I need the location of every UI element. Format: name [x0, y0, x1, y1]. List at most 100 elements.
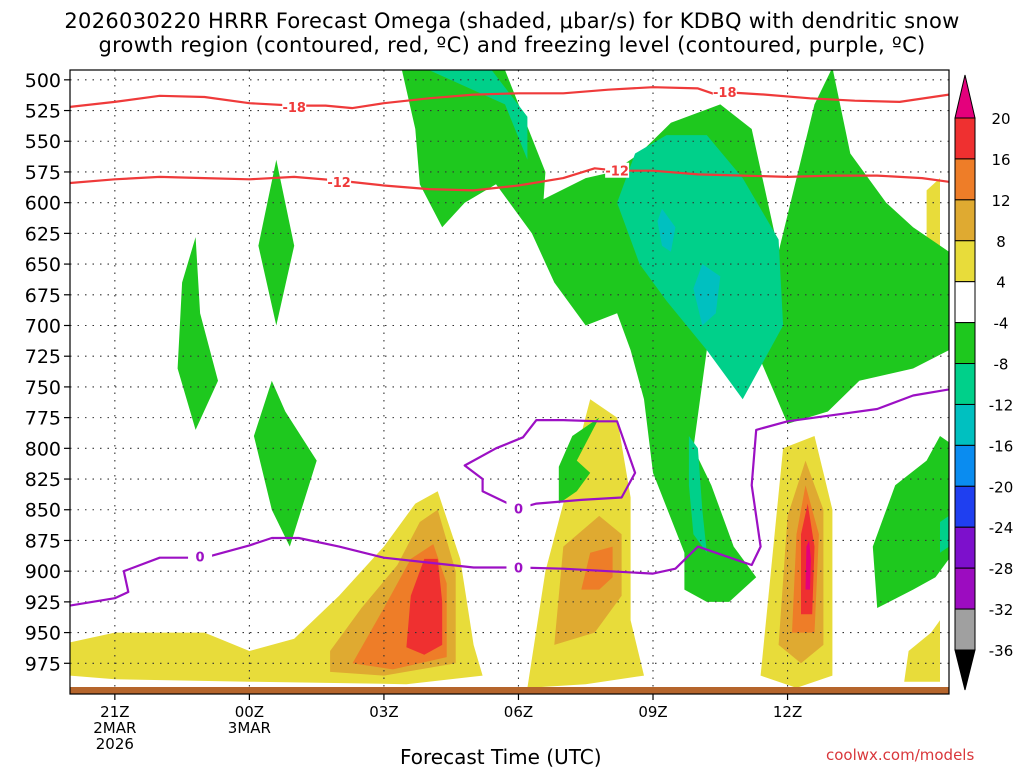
colorbar-box-7	[954, 363, 976, 405]
colorbar-box-8	[954, 403, 976, 446]
x-tick-label-3-1: 3MAR	[228, 719, 271, 737]
x-tick-label-3-0: 00Z	[235, 703, 264, 721]
dgz-label-bg-1-0	[327, 173, 352, 189]
omega-shading	[70, 70, 949, 688]
x-tick-label-0-1: 2MAR	[93, 719, 136, 737]
colorbar-box-2	[954, 158, 976, 201]
colorbar-label-9: -20	[989, 478, 1014, 496]
freezing-contour-label-0-1: 0	[514, 503, 523, 518]
dgz-contour-label-0-1: -18	[713, 86, 737, 101]
colorbar-top-arrow	[954, 74, 976, 119]
colorbar-label-3: 8	[996, 233, 1006, 251]
y-tick-label-575: 575	[25, 162, 61, 184]
colorbar-label-0: 20	[991, 110, 1010, 128]
y-tick-label-825: 825	[25, 469, 61, 491]
colorbar-label-7: -12	[989, 396, 1014, 414]
colorbar-box-1	[954, 117, 976, 160]
freezing-contour-label-0-0: 0	[196, 550, 205, 565]
contour-labels: -18 -18 -12 -12 0 0 0	[188, 84, 737, 576]
colorbar-label-12: -32	[989, 601, 1014, 619]
x-tick-label-0-2: 2026	[96, 735, 134, 753]
x-tick-label-6-0: 03Z	[369, 703, 398, 721]
omega-region-16	[253, 380, 317, 547]
colorbar-box-9	[954, 444, 976, 487]
y-tick-label-725: 725	[25, 346, 61, 368]
dgz-contour-1	[70, 167, 949, 192]
omega-region-23	[558, 417, 600, 504]
colorbar-label-4: 4	[996, 274, 1006, 292]
omega-region-6	[581, 546, 613, 590]
y-tick-label-500: 500	[25, 70, 61, 92]
omega-region-14	[177, 237, 218, 430]
dgz-contour-0	[70, 86, 949, 110]
dgz-contour-label-1-0: -12	[327, 176, 351, 191]
omega-region-20	[657, 208, 676, 252]
omega-region-25	[872, 436, 949, 608]
y-tick-label-625: 625	[25, 223, 61, 245]
credit-text: coolwx.com/models	[826, 746, 975, 764]
colorbar-box-6	[954, 322, 976, 365]
freezing-contour-label-0-2: 0	[514, 561, 523, 576]
y-tick-label-700: 700	[25, 315, 61, 337]
omega-region-3	[406, 558, 443, 655]
dgz-label-bg-1-1	[605, 162, 630, 178]
x-tick-label-0-0: 21Z	[100, 703, 129, 721]
y-tick-label-775: 775	[25, 408, 61, 430]
colorbar-label-11: -28	[989, 560, 1014, 578]
x-tick-label-9-0: 06Z	[504, 703, 533, 721]
y-tick-label-800: 800	[25, 438, 61, 460]
colorbar-bottom-arrow	[954, 649, 976, 691]
colorbar-box-12	[954, 567, 976, 610]
chart-title-line1: 2026030220 HRRR Forecast Omega (shaded, …	[64, 9, 960, 33]
plot-frame	[69, 69, 950, 695]
omega-region-24	[854, 214, 887, 332]
freezing-label-bg-0-0	[188, 548, 213, 564]
colorbar-label-2: 12	[991, 192, 1010, 210]
dgz-contour-label-0-0: -18	[282, 101, 306, 116]
ground-bar	[70, 687, 949, 694]
y-tick-label-675: 675	[25, 285, 61, 307]
y-tick-label-650: 650	[25, 254, 61, 276]
colorbar-label-10: -24	[989, 519, 1014, 537]
y-tick-label-525: 525	[25, 101, 61, 123]
y-tick-label-950: 950	[25, 623, 61, 645]
colorbar-label-5: -4	[994, 315, 1009, 333]
colorbar-label-8: -16	[989, 437, 1014, 455]
y-axis: 500 525 550 575 600 625 650 675 700 725 750 775 800 8…	[25, 70, 70, 675]
colorbar-label-13: -36	[989, 642, 1014, 660]
colorbar-box-4	[954, 240, 976, 283]
omega-region-11	[805, 540, 811, 590]
omega-region-18	[428, 70, 528, 160]
colorbar: 20 16 12 8 4 -4 -8 -12 -16 -20 -24 -28 -32 -36	[954, 74, 1014, 691]
y-tick-label-600: 600	[25, 193, 61, 215]
colorbar-box-13	[954, 608, 976, 651]
y-tick-label-900: 900	[25, 561, 61, 583]
y-tick-label-850: 850	[25, 500, 61, 522]
colorbar-box-5	[954, 281, 976, 324]
y-tick-label-750: 750	[25, 377, 61, 399]
omega-region-19	[617, 135, 784, 400]
omega-region-21	[693, 264, 721, 326]
colorbar-box-11	[954, 526, 976, 569]
y-tick-label-925: 925	[25, 592, 61, 614]
colorbar-label-6: -8	[994, 356, 1009, 374]
y-tick-label-550: 550	[25, 131, 61, 153]
y-tick-label-975: 975	[25, 653, 61, 675]
y-tick-label-875: 875	[25, 530, 61, 552]
x-tick-label-15-0: 12Z	[773, 703, 802, 721]
x-axis-label: Forecast Time (UTC)	[400, 745, 602, 769]
omega-region-12	[904, 620, 940, 682]
omega-region-26	[940, 515, 949, 553]
colorbar-box-10	[954, 485, 976, 528]
freezing-label-bg-0-1	[506, 500, 531, 516]
omega-region-17	[401, 70, 949, 602]
dgz-label-bg-0-0	[282, 98, 307, 114]
chart-title-line2: growth region (contoured, red, ºC) and f…	[98, 33, 926, 57]
dgz-contour-label-1-1: -12	[605, 165, 629, 180]
dgz-label-bg-0-1	[712, 84, 737, 100]
colorbar-box-3	[954, 199, 976, 242]
freezing-label-bg-0-2	[506, 559, 531, 575]
omega-region-13	[926, 178, 940, 258]
